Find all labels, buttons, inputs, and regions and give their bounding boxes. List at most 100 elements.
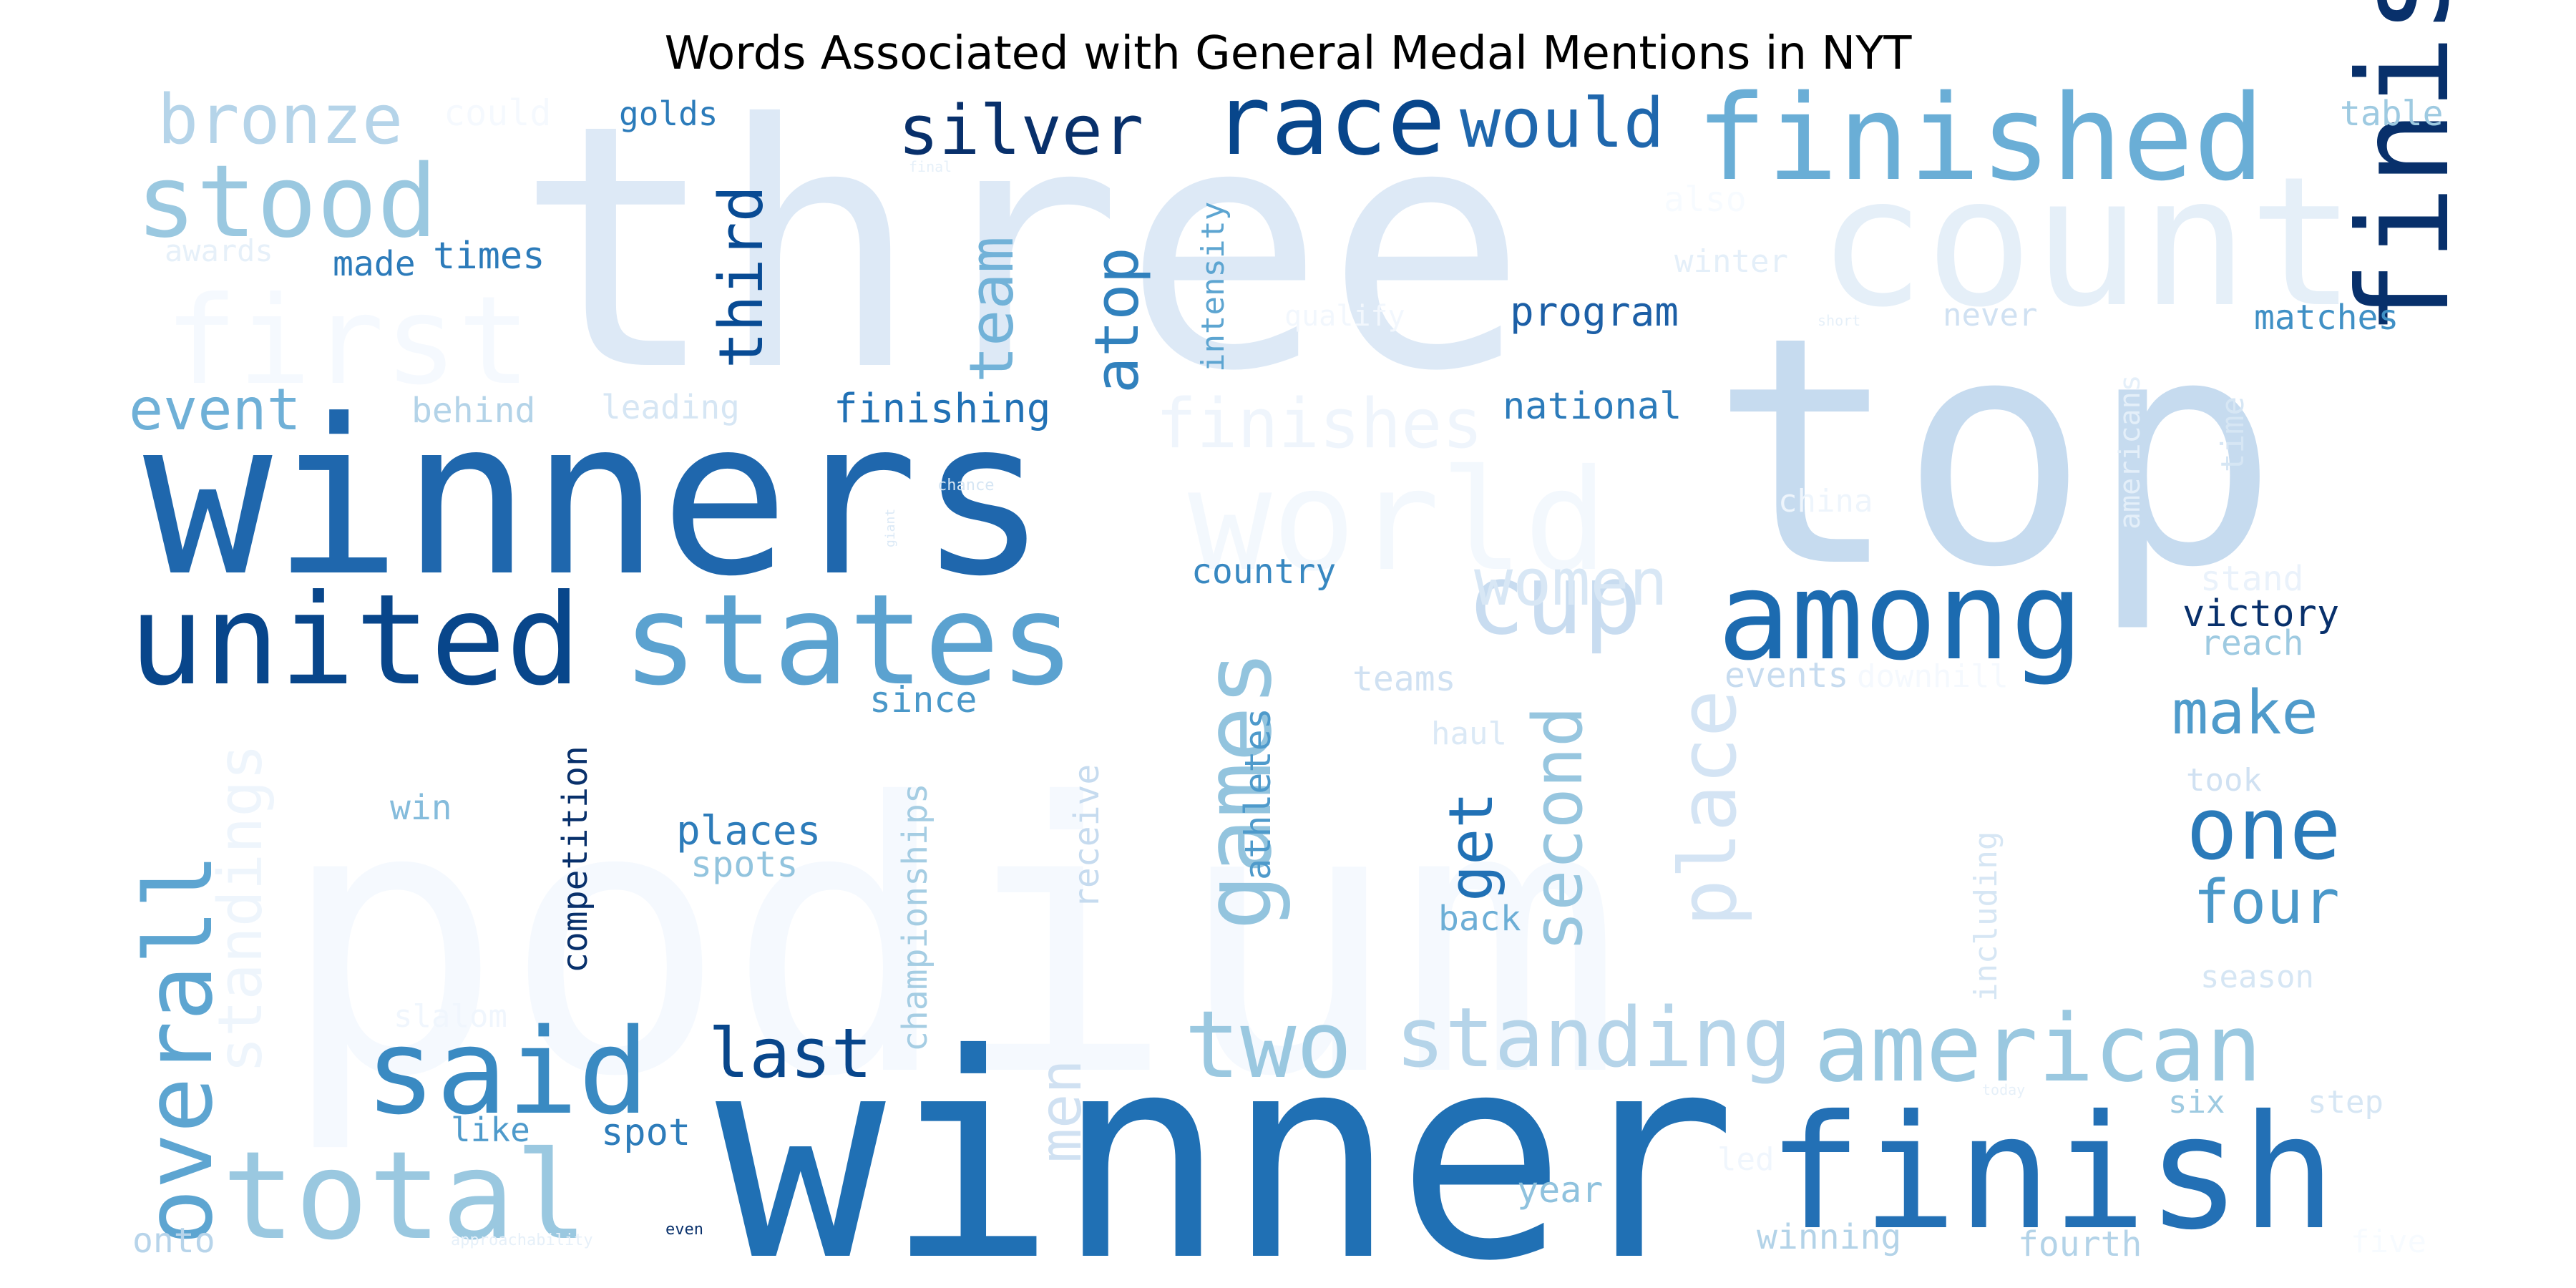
word-united: united bbox=[129, 568, 581, 713]
word-among: among bbox=[1717, 546, 2084, 688]
word-states: states bbox=[623, 568, 1075, 713]
word-country: country bbox=[1191, 552, 1336, 592]
word-said: said bbox=[365, 1003, 649, 1141]
word-would: would bbox=[1460, 84, 1664, 163]
word-four: four bbox=[2193, 867, 2340, 938]
word-qualify: qualify bbox=[1284, 300, 1405, 333]
word-like: like bbox=[451, 1111, 530, 1149]
word-standing: standing bbox=[1395, 990, 1792, 1086]
word-haul: haul bbox=[1431, 716, 1507, 752]
word-table: table bbox=[2340, 94, 2444, 134]
word-winter: winter bbox=[1674, 243, 1788, 280]
word-win: win bbox=[390, 788, 452, 828]
word-year: year bbox=[1517, 1169, 1603, 1211]
word-stand: stand bbox=[2200, 559, 2304, 599]
word-finishers: finishers bbox=[2332, 0, 2477, 336]
word-fourth: fourth bbox=[2018, 1224, 2142, 1264]
word-podium: podium bbox=[279, 724, 1623, 1158]
word-winner: winner bbox=[716, 994, 1737, 1288]
word-receive: receive bbox=[1067, 764, 1107, 909]
word-leading: leading bbox=[601, 388, 740, 426]
word-event: event bbox=[129, 376, 301, 443]
word-make: make bbox=[2172, 678, 2318, 748]
word-even: even bbox=[665, 1221, 703, 1239]
word-women: women bbox=[1474, 545, 1668, 620]
word-giant: giant bbox=[883, 509, 898, 547]
word-first: first bbox=[165, 270, 531, 412]
word-finish: finish bbox=[1767, 1081, 2336, 1264]
word-reach: reach bbox=[2200, 623, 2304, 663]
word-awards: awards bbox=[165, 233, 273, 268]
word-victory: victory bbox=[2182, 592, 2339, 635]
word-made: made bbox=[333, 244, 416, 284]
word-last: last bbox=[708, 1015, 872, 1093]
word-also: also bbox=[1664, 180, 1747, 220]
word-times: times bbox=[433, 235, 545, 278]
word-standings: standings bbox=[205, 743, 276, 1073]
word-events: events bbox=[1724, 655, 1848, 696]
word-never: never bbox=[1943, 297, 2037, 333]
word-approachability: approachability bbox=[451, 1231, 593, 1249]
word-time: time bbox=[2215, 396, 2251, 472]
word-took: took bbox=[2186, 762, 2262, 799]
word-today: today bbox=[1982, 1081, 2025, 1098]
word-including: including bbox=[1968, 831, 2004, 1002]
word-downhill: downhill bbox=[1857, 658, 2009, 695]
word-back: back bbox=[1438, 899, 1521, 939]
word-winning: winning bbox=[1757, 1217, 1901, 1257]
word-athletes: athletes bbox=[1237, 708, 1279, 880]
word-race: race bbox=[1213, 64, 1445, 177]
word-intensity: intensity bbox=[1195, 202, 1231, 372]
word-slalom: slalom bbox=[394, 998, 507, 1035]
word-third: third bbox=[706, 185, 777, 369]
word-golds: golds bbox=[619, 94, 718, 133]
word-atop: atop bbox=[1082, 247, 1153, 394]
word-overall: overall bbox=[125, 853, 233, 1245]
word-world: world bbox=[1188, 439, 1608, 602]
word-behind: behind bbox=[411, 391, 535, 431]
chart-title: Words Associated with General Medal Ment… bbox=[664, 27, 1912, 80]
word-get: get bbox=[1436, 791, 1507, 902]
word-three: three bbox=[515, 53, 1528, 444]
word-spot: spot bbox=[601, 1111, 691, 1154]
word-could: could bbox=[444, 92, 552, 134]
word-one: one bbox=[2186, 780, 2341, 879]
word-chance: chance bbox=[937, 477, 994, 494]
word-national: national bbox=[1503, 385, 1682, 428]
word-stood: stood bbox=[136, 144, 437, 260]
word-two: two bbox=[1184, 990, 1352, 1099]
word-five: five bbox=[2351, 1224, 2426, 1260]
word-program: program bbox=[1510, 289, 1679, 336]
word-championships: championships bbox=[895, 783, 935, 1052]
word-second: second bbox=[1519, 706, 1598, 952]
word-cup: cup bbox=[1467, 544, 1641, 656]
word-onto: onto bbox=[132, 1221, 215, 1261]
word-finishing: finishing bbox=[834, 386, 1050, 432]
word-final: final bbox=[909, 158, 952, 175]
word-six: six bbox=[2168, 1084, 2225, 1121]
word-short: short bbox=[1818, 312, 1860, 329]
word-silver: silver bbox=[898, 92, 1143, 170]
word-since: since bbox=[869, 679, 977, 721]
word-finished: finished bbox=[1696, 69, 2265, 207]
word-winners: winners bbox=[143, 374, 1048, 623]
word-led: led bbox=[1717, 1141, 1774, 1178]
word-men: men bbox=[1028, 1060, 1094, 1163]
word-top: top bbox=[1710, 270, 2279, 636]
word-american: american bbox=[1814, 994, 2262, 1103]
word-competition: competition bbox=[555, 746, 595, 973]
word-americans: americans bbox=[2114, 374, 2147, 530]
word-matches: matches bbox=[2254, 298, 2399, 338]
word-count: count bbox=[1818, 138, 2356, 346]
word-games: games bbox=[1184, 650, 1292, 930]
word-china: china bbox=[1778, 483, 1873, 519]
word-finishes: finishes bbox=[1156, 385, 1483, 464]
word-place: place bbox=[1662, 690, 1754, 927]
word-teams: teams bbox=[1352, 659, 1456, 699]
word-bronze: bronze bbox=[157, 81, 403, 160]
word-step: step bbox=[2308, 1084, 2384, 1121]
word-places: places bbox=[676, 808, 821, 854]
word-season: season bbox=[2200, 959, 2314, 995]
